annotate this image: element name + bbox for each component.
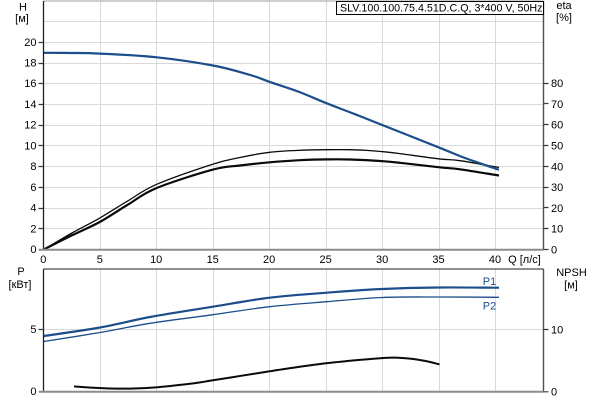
svg-text:[кВт]: [кВт] (9, 279, 32, 291)
svg-text:SLV.100.100.75.4.51D.C.Q, 3*40: SLV.100.100.75.4.51D.C.Q, 3*400 V, 50Hz (340, 3, 543, 15)
svg-text:2: 2 (30, 223, 36, 235)
svg-text:40: 40 (551, 161, 563, 173)
svg-text:0: 0 (40, 254, 46, 266)
svg-text:0: 0 (30, 386, 36, 398)
svg-text:0: 0 (551, 245, 557, 257)
svg-text:H: H (19, 2, 27, 14)
svg-text:4: 4 (30, 203, 36, 215)
svg-text:10: 10 (150, 254, 162, 266)
svg-text:[м]: [м] (564, 280, 578, 292)
svg-text:0: 0 (30, 244, 36, 256)
svg-text:0: 0 (551, 386, 557, 398)
svg-text:8: 8 (30, 161, 36, 173)
svg-text:P: P (17, 266, 24, 278)
svg-text:Q [л/с]: Q [л/с] (508, 254, 541, 266)
svg-text:10: 10 (551, 224, 563, 236)
svg-text:P1: P1 (483, 276, 496, 288)
svg-text:25: 25 (319, 254, 331, 266)
svg-text:P2: P2 (483, 301, 496, 313)
svg-text:eta: eta (556, 0, 572, 12)
svg-text:5: 5 (30, 324, 36, 336)
svg-text:[%]: [%] (556, 12, 572, 24)
svg-text:5: 5 (97, 254, 103, 266)
svg-text:15: 15 (207, 254, 219, 266)
svg-text:35: 35 (432, 254, 444, 266)
svg-text:20: 20 (551, 203, 563, 215)
svg-text:40: 40 (489, 254, 501, 266)
svg-text:70: 70 (551, 99, 563, 111)
svg-text:50: 50 (551, 141, 563, 153)
svg-text:6: 6 (30, 182, 36, 194)
svg-text:30: 30 (551, 182, 563, 194)
svg-text:80: 80 (551, 78, 563, 90)
svg-text:[м]: [м] (15, 13, 29, 25)
svg-text:14: 14 (24, 99, 36, 111)
svg-text:20: 20 (263, 254, 275, 266)
svg-text:18: 18 (24, 58, 36, 70)
svg-text:12: 12 (24, 120, 36, 132)
svg-text:16: 16 (24, 78, 36, 90)
svg-text:10: 10 (551, 324, 563, 336)
svg-text:20: 20 (24, 37, 36, 49)
svg-text:60: 60 (551, 120, 563, 132)
svg-text:10: 10 (24, 140, 36, 152)
svg-text:NPSH: NPSH (556, 267, 587, 279)
svg-text:30: 30 (376, 254, 388, 266)
